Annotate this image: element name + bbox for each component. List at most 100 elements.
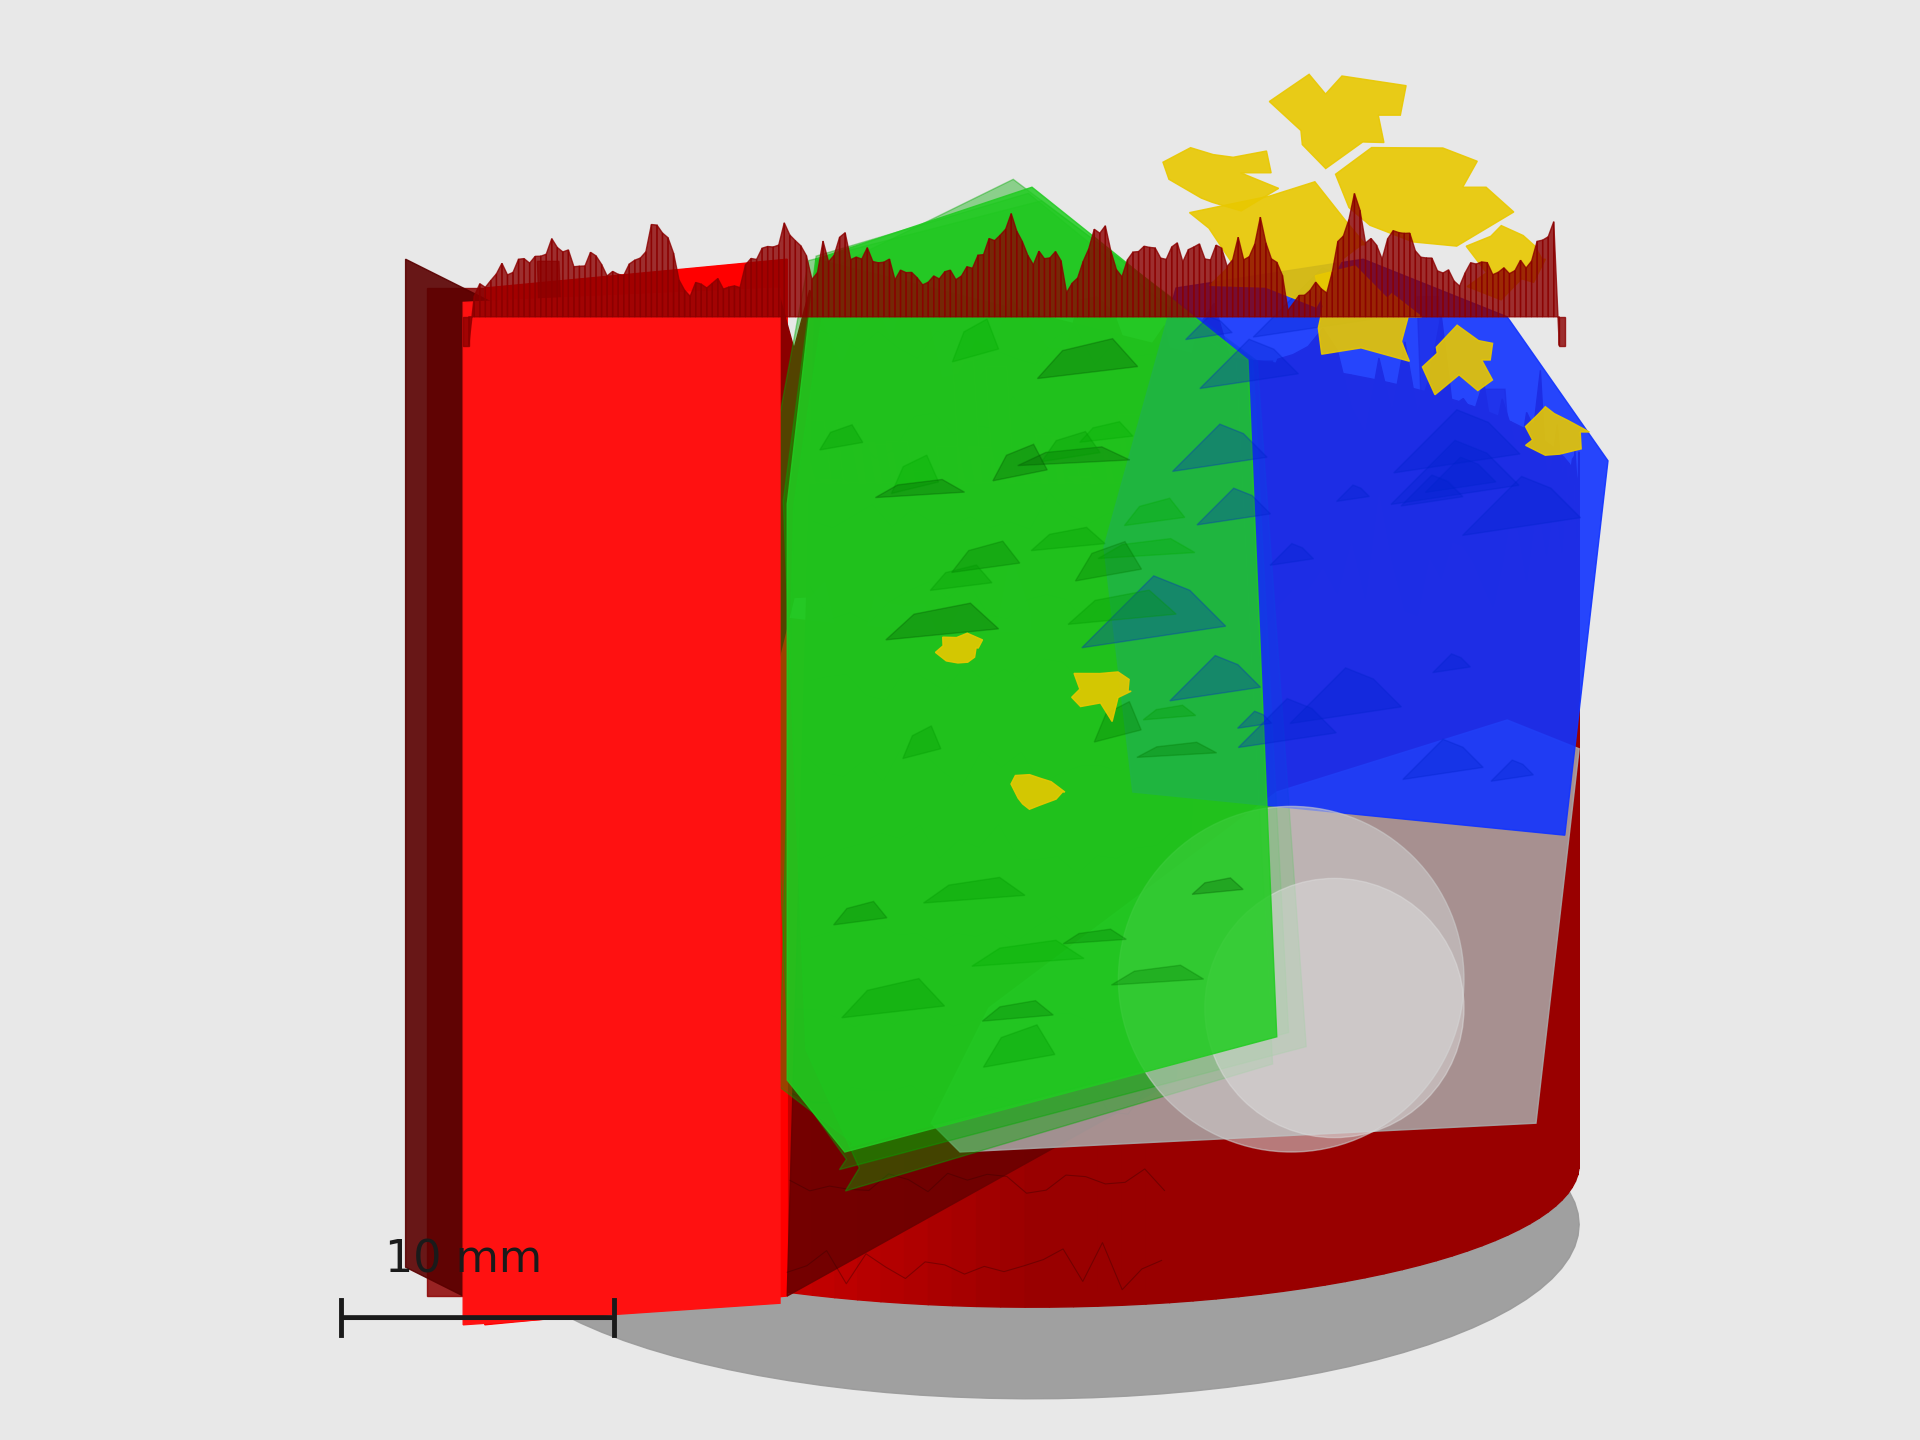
Polygon shape [764,200,1306,1169]
Polygon shape [783,193,1273,1191]
Polygon shape [1075,541,1142,580]
Polygon shape [770,616,791,1293]
Polygon shape [795,240,801,317]
Polygon shape [929,631,952,1306]
Polygon shape [1127,899,1156,1290]
Polygon shape [1056,348,1081,1022]
Polygon shape [1210,245,1215,317]
Polygon shape [1152,351,1177,1027]
Polygon shape [568,251,574,317]
Polygon shape [687,602,708,1280]
Polygon shape [1200,243,1206,317]
Polygon shape [970,446,998,484]
Polygon shape [1286,883,1311,1276]
Polygon shape [1388,383,1407,1061]
Polygon shape [1559,317,1565,346]
Polygon shape [497,264,501,317]
Polygon shape [637,439,666,484]
Polygon shape [1269,75,1405,168]
Polygon shape [580,266,586,317]
Polygon shape [952,632,977,1306]
Polygon shape [1183,896,1210,1287]
Polygon shape [881,628,904,1303]
Polygon shape [1540,539,1548,1218]
Polygon shape [762,246,768,317]
Polygon shape [701,284,707,317]
Polygon shape [685,291,689,317]
Polygon shape [1185,382,1213,484]
Polygon shape [1300,295,1304,317]
Text: 10 mm: 10 mm [384,1238,541,1282]
Polygon shape [874,262,877,317]
Polygon shape [1215,245,1221,317]
Polygon shape [1014,903,1043,1292]
Polygon shape [812,272,818,317]
Polygon shape [1102,433,1131,484]
Polygon shape [1062,261,1068,317]
Polygon shape [674,253,680,317]
Polygon shape [687,455,716,484]
Polygon shape [603,446,632,484]
Polygon shape [958,901,987,1292]
Polygon shape [495,788,501,1185]
Polygon shape [555,451,584,484]
Polygon shape [883,259,889,317]
Polygon shape [1338,236,1344,317]
Polygon shape [1336,485,1369,501]
Polygon shape [1079,422,1133,442]
Polygon shape [1294,295,1300,317]
Polygon shape [1450,468,1478,484]
Polygon shape [518,809,528,1205]
Polygon shape [1037,338,1139,379]
Polygon shape [520,541,528,1221]
Polygon shape [670,598,687,1276]
Polygon shape [1035,435,1064,484]
Polygon shape [1236,890,1261,1282]
Polygon shape [835,624,858,1300]
Polygon shape [728,609,749,1286]
Polygon shape [891,455,939,494]
Polygon shape [985,367,1014,484]
Polygon shape [972,940,1085,966]
Polygon shape [701,874,722,1267]
Polygon shape [1267,423,1296,484]
Polygon shape [945,271,950,317]
Polygon shape [1100,900,1127,1292]
Circle shape [1117,806,1463,1152]
Polygon shape [806,256,812,317]
Polygon shape [1098,631,1121,1306]
Polygon shape [1033,251,1039,317]
Polygon shape [1152,456,1181,484]
Polygon shape [787,187,1277,1152]
Polygon shape [927,276,933,317]
Polygon shape [1283,275,1288,317]
Polygon shape [1244,256,1250,317]
Polygon shape [1020,445,1048,484]
Polygon shape [1290,668,1402,723]
Polygon shape [939,272,945,317]
Polygon shape [1156,897,1183,1289]
Polygon shape [929,564,993,590]
Polygon shape [749,612,770,1290]
Polygon shape [924,877,1025,903]
Polygon shape [720,350,749,484]
Polygon shape [488,737,492,1133]
Polygon shape [707,284,712,317]
Polygon shape [1244,360,1267,1035]
Polygon shape [1425,392,1442,1070]
Polygon shape [987,903,1014,1292]
Polygon shape [1194,243,1200,317]
Polygon shape [1421,258,1427,317]
Polygon shape [1271,259,1277,317]
Polygon shape [1390,441,1519,504]
Polygon shape [924,282,927,317]
Polygon shape [862,248,868,317]
Polygon shape [1317,410,1346,484]
Polygon shape [695,282,701,317]
Polygon shape [551,239,557,317]
Polygon shape [609,665,626,1060]
Polygon shape [1365,239,1371,317]
Polygon shape [1457,400,1471,1080]
Polygon shape [1261,887,1286,1279]
Polygon shape [1388,230,1394,317]
